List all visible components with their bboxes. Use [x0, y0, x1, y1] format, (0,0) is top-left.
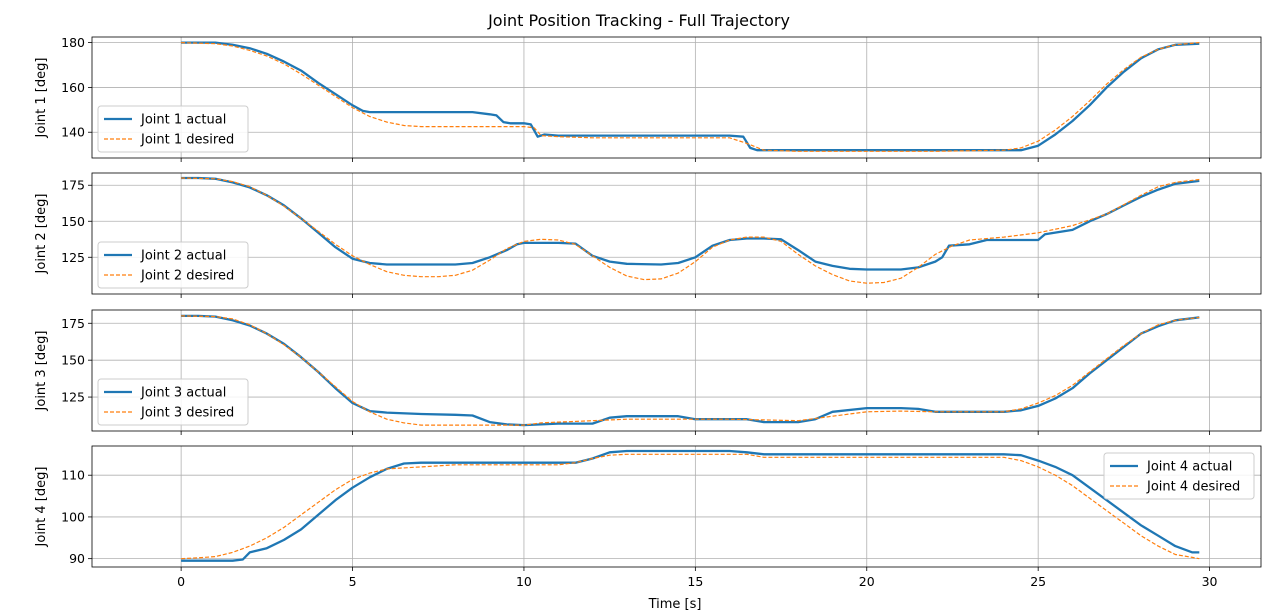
legend-label: Joint 1 actual [140, 113, 226, 128]
legend-box [97, 378, 249, 426]
legend-label: Joint 3 actual [140, 386, 226, 401]
y-tick-label: 150 [61, 353, 85, 368]
y-tick-label: 175 [61, 316, 85, 331]
y-tick-label: 140 [61, 125, 85, 140]
x-tick-label: 15 [687, 574, 703, 589]
x-tick-label: 30 [1202, 574, 1218, 589]
legend: Joint 4 actual Joint 4 desired [1103, 452, 1255, 500]
legend: Joint 3 actual Joint 3 desired [97, 378, 249, 426]
axes-frame [91, 445, 1262, 568]
legend-box [97, 241, 249, 289]
legend: Joint 1 actual Joint 1 desired [97, 105, 249, 153]
x-tick-label: 5 [349, 574, 357, 589]
axes-frame [91, 36, 1262, 159]
x-axis-label: Time [s] [648, 597, 702, 612]
series-line-desired [181, 453, 1200, 560]
x-tick-label: 25 [1030, 574, 1046, 589]
chart-title: Joint Position Tracking - Full Trajector… [487, 11, 790, 30]
axes-frame [91, 309, 1262, 432]
legend-box [97, 105, 249, 153]
y-axis-label: Joint 2 [deg] [34, 194, 49, 275]
y-axis-label: Joint 1 [deg] [34, 58, 49, 139]
legend-label: Joint 2 actual [140, 249, 226, 264]
series-line-actual [181, 176, 1200, 271]
y-axis-label: Joint 4 [deg] [34, 467, 49, 548]
y-axis-label: Joint 3 [deg] [34, 331, 49, 412]
y-tick-label: 100 [61, 509, 85, 524]
axes-frame [91, 172, 1262, 295]
y-tick-label: 150 [61, 214, 85, 229]
y-tick-label: 125 [61, 250, 85, 265]
legend: Joint 2 actual Joint 2 desired [97, 241, 249, 289]
x-tick-label: 0 [177, 574, 185, 589]
legend-label: Joint 4 desired [1146, 480, 1240, 495]
legend-label: Joint 2 desired [140, 269, 234, 284]
legend-label: Joint 4 actual [1146, 460, 1232, 475]
series-line-desired [181, 315, 1200, 426]
series-line-actual [181, 41, 1200, 152]
y-tick-label: 175 [61, 178, 85, 193]
y-tick-label: 180 [61, 35, 85, 50]
y-tick-label: 90 [69, 551, 85, 566]
x-tick-label: 20 [859, 574, 875, 589]
subplot-joint-4: 90 100 110 0 5 10 15 20 25 30 Joint 4 [deg] Joint 4… [34, 445, 1262, 589]
series-line-desired [181, 42, 1200, 152]
series-line-actual [181, 449, 1200, 562]
legend-label: Joint 1 desired [140, 133, 234, 148]
x-tick-label: 10 [516, 574, 532, 589]
y-tick-label: 110 [61, 468, 85, 483]
legend-box [1103, 452, 1255, 500]
y-tick-label: 160 [61, 80, 85, 95]
legend-label: Joint 3 desired [140, 406, 234, 421]
y-tick-label: 125 [61, 390, 85, 405]
series-line-actual [181, 314, 1200, 427]
series-line-desired [181, 177, 1200, 284]
